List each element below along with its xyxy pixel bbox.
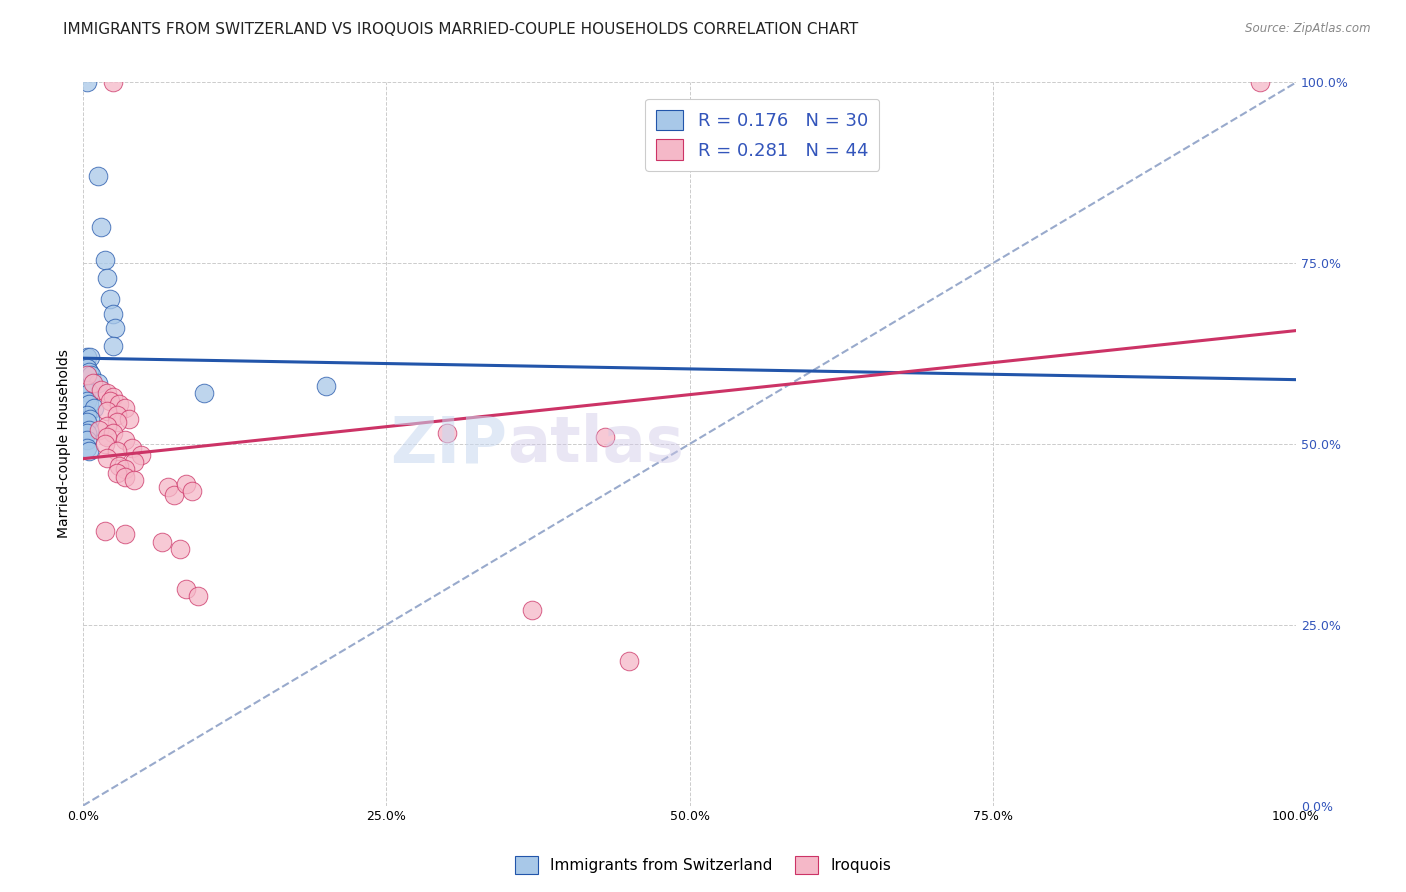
Point	[103, 75, 125, 89]
Point	[76, 361, 98, 376]
Point	[121, 441, 143, 455]
Point	[77, 386, 100, 401]
Point	[315, 379, 337, 393]
Point	[174, 476, 197, 491]
Point	[96, 404, 118, 418]
Point	[87, 423, 110, 437]
Point	[1249, 75, 1271, 89]
Point	[105, 415, 128, 429]
Point	[76, 441, 98, 455]
Point	[94, 437, 117, 451]
Point	[108, 458, 131, 473]
Point	[77, 397, 100, 411]
Legend: Immigrants from Switzerland, Iroquois: Immigrants from Switzerland, Iroquois	[509, 850, 897, 880]
Point	[96, 270, 118, 285]
Point	[129, 448, 152, 462]
Text: IMMIGRANTS FROM SWITZERLAND VS IROQUOIS MARRIED-COUPLE HOUSEHOLDS CORRELATION CH: IMMIGRANTS FROM SWITZERLAND VS IROQUOIS …	[63, 22, 859, 37]
Point	[77, 423, 100, 437]
Point	[181, 483, 204, 498]
Point	[105, 444, 128, 458]
Point	[103, 426, 125, 441]
Legend: R = 0.176   N = 30, R = 0.281   N = 44: R = 0.176 N = 30, R = 0.281 N = 44	[645, 99, 879, 171]
Point	[187, 589, 209, 603]
Point	[76, 408, 98, 422]
Point	[103, 339, 125, 353]
Point	[114, 401, 136, 415]
Point	[174, 582, 197, 596]
Point	[96, 419, 118, 434]
Point	[77, 365, 100, 379]
Point	[76, 415, 98, 429]
Point	[76, 383, 98, 397]
Point	[103, 390, 125, 404]
Point	[108, 397, 131, 411]
Point	[96, 451, 118, 466]
Point	[82, 376, 104, 390]
Point	[76, 351, 98, 365]
Point	[118, 411, 141, 425]
Point	[94, 252, 117, 267]
Point	[98, 393, 121, 408]
Point	[593, 430, 616, 444]
Text: Source: ZipAtlas.com: Source: ZipAtlas.com	[1246, 22, 1371, 36]
Point	[163, 488, 186, 502]
Point	[520, 603, 543, 617]
Point	[156, 480, 179, 494]
Point	[114, 462, 136, 476]
Point	[86, 169, 108, 184]
Point	[193, 386, 215, 401]
Point	[169, 541, 191, 556]
Text: ZIP: ZIP	[391, 413, 508, 475]
Point	[90, 383, 112, 397]
Point	[76, 434, 98, 448]
Point	[103, 307, 125, 321]
Point	[98, 293, 121, 307]
Point	[86, 376, 108, 390]
Point	[94, 524, 117, 538]
Point	[122, 455, 145, 469]
Point	[617, 654, 640, 668]
Point	[105, 408, 128, 422]
Point	[150, 534, 173, 549]
Point	[79, 351, 101, 365]
Point	[83, 401, 105, 415]
Point	[76, 393, 98, 408]
Point	[76, 426, 98, 441]
Point	[105, 466, 128, 480]
Text: atlas: atlas	[508, 413, 685, 475]
Point	[114, 469, 136, 483]
Point	[114, 527, 136, 541]
Point	[96, 430, 118, 444]
Y-axis label: Married-couple Households: Married-couple Households	[58, 350, 72, 539]
Point	[122, 473, 145, 487]
Point	[79, 411, 101, 425]
Point	[77, 444, 100, 458]
Point	[96, 386, 118, 401]
Point	[80, 368, 103, 383]
Point	[436, 426, 458, 441]
Point	[103, 321, 125, 335]
Point	[76, 75, 98, 89]
Point	[114, 434, 136, 448]
Point	[76, 368, 98, 383]
Point	[90, 220, 112, 235]
